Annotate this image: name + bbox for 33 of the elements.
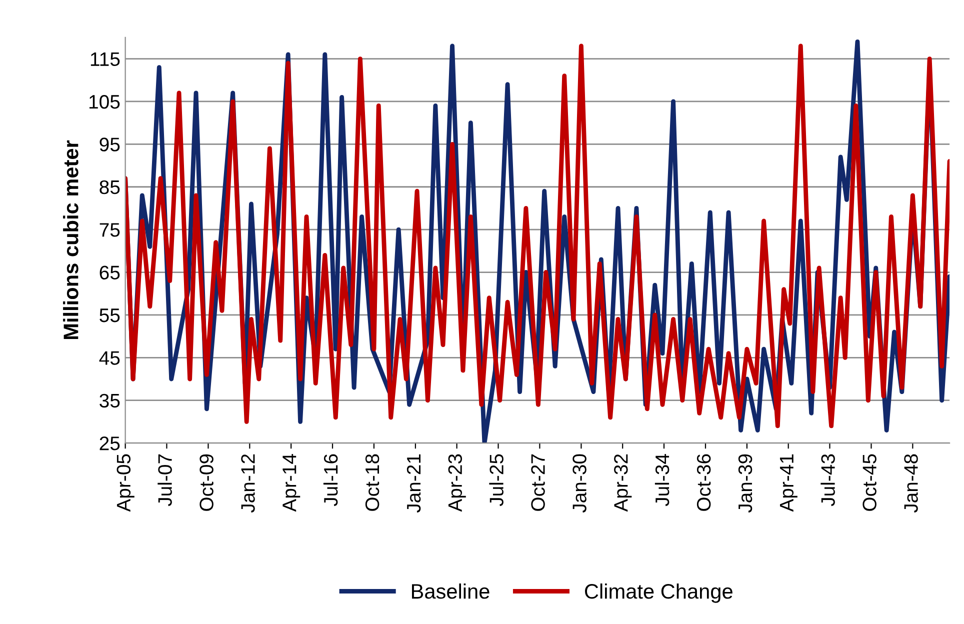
x-tick-label: Jan-48 <box>904 454 918 513</box>
y-tick-label: 55 <box>100 308 120 322</box>
y-tick-label: 85 <box>100 180 120 194</box>
y-tick-label: 45 <box>99 351 120 365</box>
y-tick-label: 25 <box>100 436 120 450</box>
y-tick-label: 95 <box>100 138 120 152</box>
x-tick-label: Apr-32 <box>614 454 632 512</box>
x-tick-label: Apr-14 <box>282 454 300 512</box>
y-tick-label: 105 <box>90 94 120 109</box>
x-tick-label: Jan-30 <box>572 454 586 513</box>
y-tick-label: 75 <box>100 223 120 237</box>
y-tick-label: 65 <box>100 266 120 280</box>
x-tick-label: Oct-09 <box>200 454 214 511</box>
x-tick-label: Oct-36 <box>696 454 711 511</box>
x-tick-label: Oct-18 <box>365 454 380 511</box>
x-tick-label: Apr-05 <box>116 454 134 512</box>
x-tick-label: Jan-21 <box>406 454 421 513</box>
y-tick-label: 35 <box>100 394 120 408</box>
legend-label: Baseline <box>412 583 490 599</box>
x-tick-label: Jul-07 <box>158 454 172 506</box>
y-tick-label: 115 <box>90 52 120 66</box>
y-axis-title: Millions cubic meter <box>63 140 78 339</box>
x-tick-label: Jul-43 <box>820 454 835 506</box>
legend-label: Climate Change <box>585 583 732 603</box>
x-tick-label: Jan-39 <box>738 454 752 513</box>
x-tick-label: Apr-41 <box>780 454 798 512</box>
x-tick-label: Oct-27 <box>531 454 545 511</box>
x-tick-label: Apr-23 <box>448 454 466 512</box>
x-tick-label: Jul-34 <box>654 454 670 506</box>
x-tick-label: Oct-45 <box>862 454 876 511</box>
x-tick-label: Jan-12 <box>241 454 255 513</box>
x-tick-label: Jul-25 <box>489 454 504 506</box>
x-tick-label: Jul-16 <box>323 454 338 506</box>
